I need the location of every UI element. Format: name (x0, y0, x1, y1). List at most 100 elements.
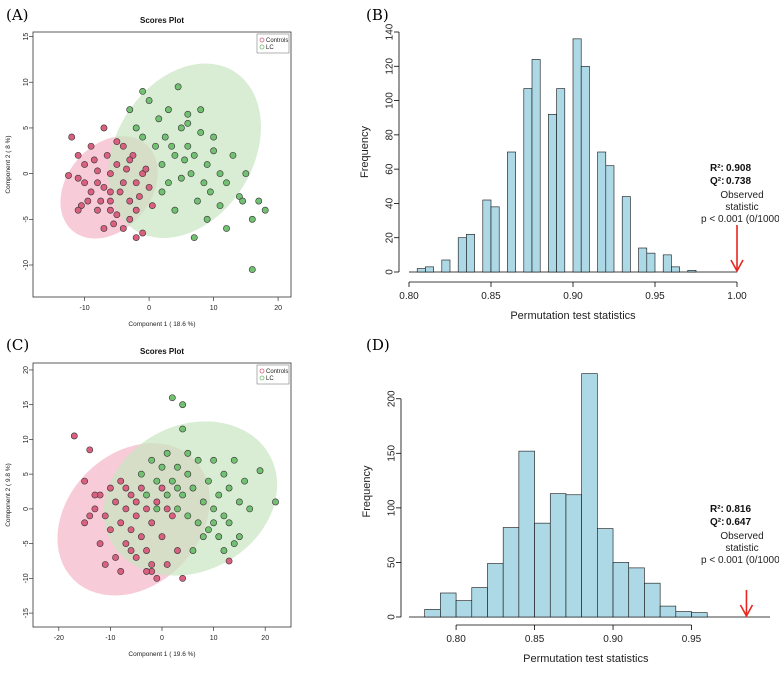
data-point-controls (139, 229, 147, 237)
histogram-bar (490, 206, 500, 273)
data-point-controls (96, 540, 104, 548)
data-point-lc (216, 170, 224, 178)
data-point-controls (65, 172, 72, 179)
data-point-controls (91, 505, 99, 513)
histogram-bar (580, 65, 590, 273)
data-point-controls (168, 512, 176, 520)
x-tick-label: 0 (160, 635, 164, 642)
histogram-bar (523, 88, 533, 273)
y-tick-label: 15 (23, 33, 30, 41)
legend-label: Controls (266, 38, 288, 44)
data-point-controls (117, 568, 125, 575)
data-point-controls (101, 561, 109, 568)
data-point-lc (163, 491, 171, 499)
data-point-lc (241, 477, 248, 485)
data-point-controls (148, 519, 156, 527)
x-tick-label: 0.85 (481, 291, 501, 302)
y-tick-label: -10 (23, 260, 30, 270)
y-tick-label: 10 (23, 435, 30, 443)
observed-label: Observed (720, 531, 763, 542)
confidence-ellipse-lc (108, 63, 261, 239)
data-point-lc (189, 547, 197, 554)
histogram-bar (597, 151, 607, 273)
data-point-lc (210, 456, 217, 464)
histogram-bar (581, 373, 598, 618)
data-point-controls (142, 165, 150, 173)
data-point-controls (97, 197, 105, 205)
data-point-controls (94, 167, 101, 175)
data-point-lc (189, 484, 197, 492)
data-point-controls (100, 183, 108, 191)
data-point-controls (137, 484, 145, 492)
data-point-controls (101, 512, 109, 520)
x-tick-label: 0.80 (399, 291, 419, 302)
histogram-bar (531, 59, 541, 273)
x-tick-label: 0.95 (682, 634, 702, 645)
data-point-lc (177, 174, 185, 182)
data-point-controls (119, 225, 127, 232)
data-point-lc (272, 498, 279, 506)
data-point-controls (132, 554, 140, 561)
data-point-controls (107, 188, 114, 196)
x-tick-label: 0.95 (645, 291, 665, 302)
data-point-lc (179, 425, 187, 433)
data-point-lc (184, 512, 192, 520)
histogram-bar (662, 254, 672, 273)
histogram-bar (565, 494, 582, 618)
y-tick-label: -5 (23, 540, 30, 546)
histogram-bar (441, 259, 451, 273)
data-point-lc (168, 142, 176, 150)
data-point-lc (205, 477, 212, 485)
scores-plot-c: -20 -10 0 10 20 -15 -10 -5 0 5 10 15 20 Scores Plot Co… (5, 347, 292, 658)
data-point-controls (70, 432, 78, 440)
data-point-lc (235, 498, 243, 506)
y-tick-label: 5 (23, 472, 30, 476)
histogram-bar (671, 266, 680, 273)
data-point-lc (187, 170, 195, 178)
data-point-lc (148, 456, 156, 464)
r2-value: 0.816 (726, 504, 751, 515)
histogram-bar (597, 528, 614, 618)
histogram-bar (457, 237, 467, 273)
histogram-bar (518, 450, 535, 618)
data-point-controls (100, 225, 108, 232)
r2-value: 0.908 (726, 163, 751, 174)
data-point-lc (230, 540, 238, 548)
data-point-controls (113, 211, 121, 219)
histogram-bar (621, 196, 631, 273)
data-point-controls (143, 547, 150, 554)
legend-marker-controls (259, 37, 265, 43)
data-point-lc (223, 225, 230, 232)
x-axis-label: Component 1 ( 18.6 %) (128, 321, 195, 328)
y-tick-label: 150 (387, 445, 398, 462)
data-point-controls (86, 446, 94, 454)
data-point-lc (235, 533, 243, 541)
data-point-controls (132, 512, 140, 520)
data-point-lc (174, 484, 181, 492)
histogram-bar (507, 151, 516, 273)
y-tick-label: 100 (387, 499, 398, 516)
data-point-lc (174, 505, 181, 513)
data-point-lc (165, 179, 172, 187)
data-point-lc (246, 505, 254, 513)
data-point-lc (190, 234, 198, 242)
data-point-controls (86, 512, 94, 520)
x-tick-label: 0.80 (446, 634, 466, 645)
data-point-controls (123, 165, 130, 173)
data-point-lc (248, 215, 256, 223)
data-point-lc (225, 519, 233, 527)
data-point-lc (184, 470, 192, 478)
histogram-bar (424, 609, 441, 618)
q2-label: Q²: (710, 517, 724, 528)
x-tick-label: 1.00 (727, 291, 747, 302)
data-point-controls (91, 491, 99, 499)
data-point-lc (168, 477, 176, 485)
data-point-lc (197, 106, 205, 114)
data-point-controls (145, 183, 153, 191)
data-point-lc (197, 129, 205, 136)
observed-arrow-head (739, 604, 754, 618)
r2-label: R²: (710, 163, 724, 174)
legend-label: LC (266, 376, 274, 382)
data-point-controls (143, 505, 150, 513)
data-point-lc (184, 142, 192, 150)
